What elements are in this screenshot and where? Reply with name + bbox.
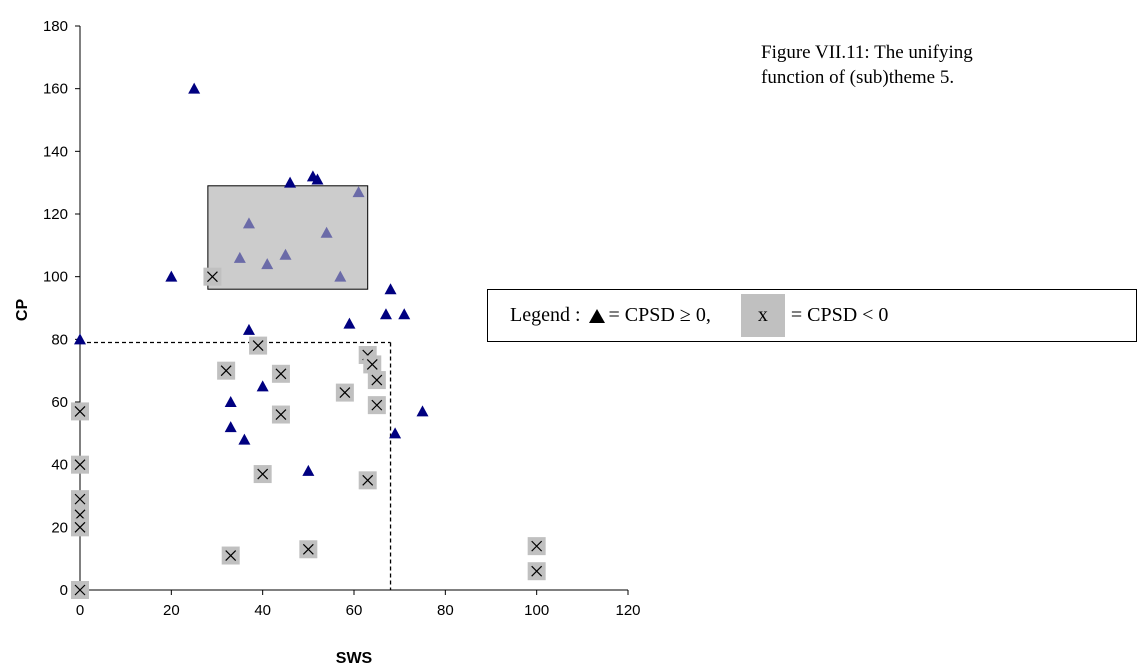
x-box-point — [217, 361, 236, 380]
x-box-point — [203, 267, 222, 286]
triangle-point — [416, 405, 429, 417]
x-axis-title: SWS — [336, 650, 373, 667]
triangle-point — [284, 176, 297, 188]
x-tick-label: 40 — [254, 602, 271, 619]
x-box-point — [367, 396, 386, 415]
x-mark-icon — [275, 409, 287, 420]
x-mark-icon — [371, 399, 383, 411]
x-mark-icon — [531, 565, 543, 577]
x-box-point — [367, 371, 386, 390]
triangle-point — [233, 251, 246, 263]
triangle-point — [242, 323, 255, 335]
x-tick-label: 120 — [615, 602, 640, 619]
y-tick-label: 80 — [51, 331, 68, 348]
x-box-point — [335, 383, 354, 402]
x-mark-icon — [74, 509, 86, 521]
x-box-point — [71, 455, 89, 474]
x-box-point — [363, 355, 382, 374]
x-mark-icon — [74, 584, 86, 596]
x-box-point — [71, 518, 89, 537]
triangle-point — [238, 433, 251, 445]
x-mark-icon — [362, 474, 374, 486]
triangle-point — [311, 173, 324, 185]
x-mark-icon — [220, 365, 232, 377]
x-box-point — [299, 540, 318, 559]
triangle-point — [320, 226, 333, 238]
x-mark-icon — [252, 340, 264, 352]
triangle-point — [165, 270, 178, 282]
x-tick-label: 80 — [437, 602, 454, 619]
x-box-point — [221, 546, 240, 565]
x-mark-icon — [74, 405, 86, 417]
x-box-point — [71, 581, 89, 599]
x-box-point — [71, 402, 89, 421]
triangle-point — [352, 186, 365, 198]
x-tick-label: 60 — [346, 602, 363, 619]
x-mark-icon — [74, 493, 86, 505]
legend-positive-label: = CPSD ≥ 0, — [608, 304, 711, 326]
legend-negative-symbol: x — [740, 294, 785, 337]
x-tick-label: 100 — [524, 602, 549, 619]
caption-line-2: function of (sub)theme 5. — [761, 67, 955, 88]
x-mark-icon — [371, 374, 383, 386]
y-axis-title: CP — [14, 299, 31, 322]
figure-caption: Figure VII.11: The unifying function of … — [761, 40, 1121, 90]
highlight-region — [207, 185, 369, 290]
y-tick-label: 100 — [43, 269, 68, 286]
x-box-point — [358, 471, 377, 490]
y-tick-label: 60 — [51, 394, 68, 411]
triangle-point — [343, 317, 356, 329]
triangle-point — [384, 283, 397, 295]
x-mark-icon — [339, 387, 351, 399]
y-tick-label: 40 — [51, 457, 68, 474]
triangle-point — [389, 427, 402, 439]
x-box-point — [271, 364, 290, 383]
x-mark-icon — [366, 358, 378, 370]
triangle-marker-icon — [588, 308, 605, 323]
legend-prefix: Legend : — [510, 304, 581, 326]
y-tick-label: 120 — [43, 206, 68, 223]
y-tick-label: 160 — [43, 81, 68, 98]
x-mark-icon — [531, 540, 543, 552]
legend-box: Legend : = CPSD ≥ 0, x = CPSD < 0 — [487, 289, 1137, 342]
x-box-point — [527, 537, 546, 556]
triangle-point — [279, 248, 292, 260]
x-mark-icon — [74, 459, 86, 471]
y-tick-label: 20 — [51, 519, 68, 536]
legend-negative-label: = CPSD < 0 — [790, 304, 889, 326]
x-mark-icon — [207, 271, 218, 283]
x-box-point — [527, 562, 546, 581]
x-mark-icon — [257, 468, 269, 480]
x-mark-icon — [225, 550, 237, 561]
x-mark-icon — [74, 521, 86, 533]
triangle-point — [224, 396, 237, 407]
x-mark-icon — [302, 543, 314, 555]
caption-line-1: Figure VII.11: The unifying — [761, 42, 973, 63]
triangle-point — [302, 464, 315, 476]
x-box-point — [271, 405, 290, 424]
x-box-point — [249, 336, 268, 355]
triangle-point — [379, 308, 392, 320]
x-tick-label: 20 — [163, 602, 180, 619]
x-box-point — [71, 490, 89, 509]
triangle-point — [242, 217, 255, 229]
triangle-point — [256, 380, 269, 392]
y-tick-label: 0 — [60, 582, 68, 599]
triangle-point — [334, 270, 347, 282]
y-tick-label: 140 — [43, 143, 68, 160]
y-tick-label: 180 — [43, 18, 68, 35]
x-box-point — [253, 465, 272, 484]
x-tick-label: 0 — [76, 602, 84, 619]
triangle-point — [261, 258, 274, 270]
triangle-point — [188, 82, 201, 94]
x-mark-icon — [275, 368, 287, 380]
triangle-point — [74, 333, 86, 345]
triangle-point — [224, 421, 237, 433]
triangle-point — [398, 308, 411, 320]
